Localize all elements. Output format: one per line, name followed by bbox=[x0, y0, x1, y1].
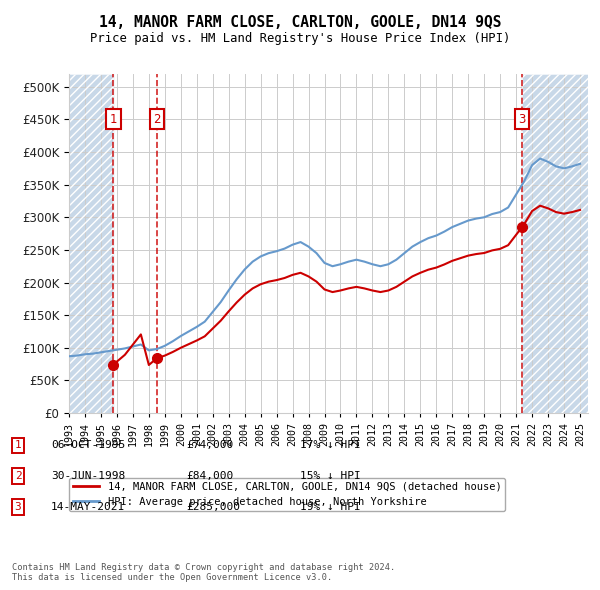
Bar bbox=[522, 74, 588, 413]
Text: 1: 1 bbox=[14, 441, 22, 450]
Text: £74,000: £74,000 bbox=[186, 441, 233, 450]
Text: 3: 3 bbox=[14, 502, 22, 512]
Text: 14, MANOR FARM CLOSE, CARLTON, GOOLE, DN14 9QS: 14, MANOR FARM CLOSE, CARLTON, GOOLE, DN… bbox=[99, 15, 501, 30]
Bar bbox=[69, 74, 113, 413]
Text: 15% ↓ HPI: 15% ↓ HPI bbox=[300, 471, 361, 481]
Text: 2: 2 bbox=[14, 471, 22, 481]
Text: 3: 3 bbox=[518, 113, 526, 126]
Text: 06-OCT-1995: 06-OCT-1995 bbox=[51, 441, 125, 450]
Text: 1: 1 bbox=[109, 113, 117, 126]
Text: £285,000: £285,000 bbox=[186, 502, 240, 512]
Bar bbox=[69, 74, 113, 413]
Text: 30-JUN-1998: 30-JUN-1998 bbox=[51, 471, 125, 481]
Text: Price paid vs. HM Land Registry's House Price Index (HPI): Price paid vs. HM Land Registry's House … bbox=[90, 32, 510, 45]
Text: 2: 2 bbox=[153, 113, 161, 126]
Text: 14-MAY-2021: 14-MAY-2021 bbox=[51, 502, 125, 512]
Text: 19% ↓ HPI: 19% ↓ HPI bbox=[300, 502, 361, 512]
Text: 17% ↓ HPI: 17% ↓ HPI bbox=[300, 441, 361, 450]
Bar bbox=[522, 74, 588, 413]
Legend: 14, MANOR FARM CLOSE, CARLTON, GOOLE, DN14 9QS (detached house), HPI: Average pr: 14, MANOR FARM CLOSE, CARLTON, GOOLE, DN… bbox=[69, 477, 505, 511]
Text: £84,000: £84,000 bbox=[186, 471, 233, 481]
Text: Contains HM Land Registry data © Crown copyright and database right 2024.
This d: Contains HM Land Registry data © Crown c… bbox=[12, 563, 395, 582]
